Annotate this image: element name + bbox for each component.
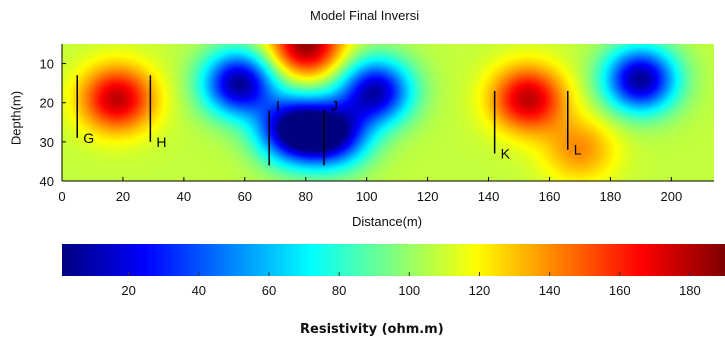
colorbar-tick-label: 60 <box>262 283 276 298</box>
marker-label-k: K <box>501 146 511 162</box>
x-tick-label: 160 <box>539 189 561 204</box>
x-tick-label: 40 <box>177 189 191 204</box>
y-axis-ticks: 10 20 30 40 <box>40 57 66 189</box>
marker-label-j: J <box>331 98 338 114</box>
colorbar-tick-label: 140 <box>539 283 561 298</box>
colorbar-tick-label: 120 <box>469 283 491 298</box>
marker-label-h: H <box>156 134 166 150</box>
y-tick-label: 30 <box>40 135 54 150</box>
x-tick-label: 20 <box>116 189 130 204</box>
x-tick-label: 80 <box>299 189 313 204</box>
anomaly-markers: G H I J K L <box>76 75 582 166</box>
colorbar-label: Resistivity (ohm.m) <box>300 322 444 337</box>
y-tick-label: 20 <box>40 96 54 111</box>
marker-label-l: L <box>574 142 582 158</box>
y-tick-label: 40 <box>40 174 54 189</box>
colorbar-tick-label: 160 <box>609 283 631 298</box>
colorbar-tick-label: 100 <box>398 283 420 298</box>
x-tick-label: 140 <box>478 189 500 204</box>
x-axis-label: Distance(m) <box>352 214 423 229</box>
colorbar-tick-label: 20 <box>121 283 135 298</box>
x-tick-label: 120 <box>417 189 439 204</box>
x-axis-ticks: 0 20 40 60 80 100 120 140 160 180 200 <box>58 177 682 204</box>
x-tick-label: 200 <box>660 189 682 204</box>
colorbar-tick-label: 180 <box>679 283 701 298</box>
resistivity-heatmap <box>62 44 714 181</box>
marker-label-i: I <box>276 98 280 114</box>
x-tick-label: 100 <box>356 189 378 204</box>
colorbar-gradient <box>62 244 725 276</box>
marker-label-g: G <box>83 130 94 146</box>
y-tick-label: 10 <box>40 57 54 72</box>
chart-title: Model Final Inversi <box>310 8 420 23</box>
colorbar-tick-label: 80 <box>332 283 346 298</box>
x-tick-label: 180 <box>600 189 622 204</box>
x-tick-label: 60 <box>238 189 252 204</box>
x-tick-label: 0 <box>58 189 65 204</box>
y-axis-label: Depth(m) <box>8 90 24 146</box>
colorbar-ticks: 20 40 60 80 100 120 140 160 180 <box>121 272 701 298</box>
colorbar-tick-label: 40 <box>192 283 206 298</box>
